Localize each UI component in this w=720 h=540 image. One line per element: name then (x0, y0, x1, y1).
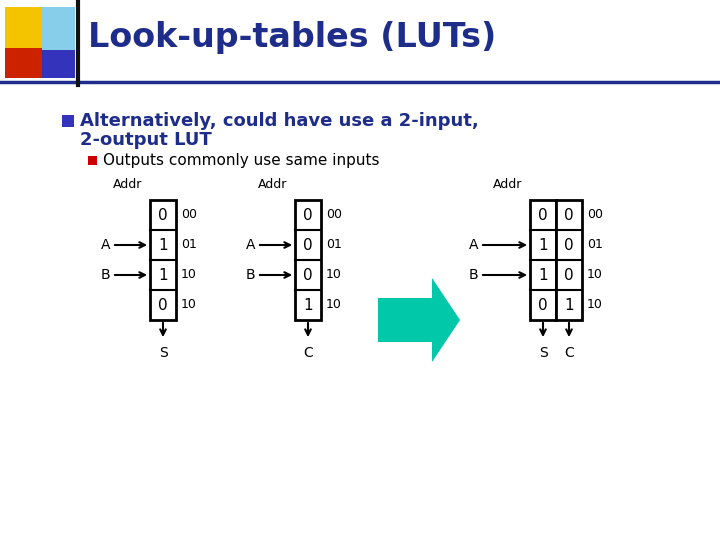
Bar (42, 7, 75, 50)
Text: 0: 0 (564, 267, 574, 282)
Text: Outputs commonly use same inputs: Outputs commonly use same inputs (103, 153, 379, 168)
Text: C: C (564, 346, 574, 360)
Text: 1: 1 (158, 267, 168, 282)
Bar (556, 200, 582, 320)
Text: 01: 01 (181, 239, 197, 252)
Text: Addr: Addr (492, 178, 522, 191)
Bar (5, 48, 48, 78)
Polygon shape (378, 278, 460, 362)
Text: 10: 10 (181, 268, 197, 281)
Text: 1: 1 (538, 267, 548, 282)
Bar (88, 156, 97, 165)
Text: Look-up-tables (LUTs): Look-up-tables (LUTs) (88, 22, 496, 55)
Text: C: C (303, 346, 313, 360)
Text: 10: 10 (326, 299, 342, 312)
Text: A: A (101, 238, 110, 252)
Bar (5, 7, 48, 50)
Text: 01: 01 (326, 239, 342, 252)
Text: Addr: Addr (258, 178, 287, 191)
Text: 10: 10 (587, 268, 603, 281)
Text: 2-output LUT: 2-output LUT (80, 131, 212, 149)
Bar (62, 115, 74, 127)
Text: 1: 1 (538, 238, 548, 253)
Text: 0: 0 (158, 207, 168, 222)
Text: 01: 01 (587, 239, 603, 252)
Text: 0: 0 (303, 238, 312, 253)
Text: B: B (469, 268, 478, 282)
Text: 00: 00 (181, 208, 197, 221)
Text: Alternatively, could have use a 2-input,: Alternatively, could have use a 2-input, (80, 112, 479, 130)
Text: B: B (100, 268, 110, 282)
Bar (295, 200, 321, 320)
Text: 0: 0 (564, 207, 574, 222)
Text: 1: 1 (158, 238, 168, 253)
Text: 0: 0 (538, 298, 548, 313)
Text: B: B (246, 268, 255, 282)
Text: 10: 10 (326, 268, 342, 281)
Bar (42, 48, 75, 78)
Bar (530, 200, 556, 320)
Text: 1: 1 (564, 298, 574, 313)
Bar (150, 200, 176, 320)
Text: 0: 0 (538, 207, 548, 222)
Text: 00: 00 (587, 208, 603, 221)
Text: 10: 10 (587, 299, 603, 312)
Text: 1: 1 (303, 298, 312, 313)
Text: 0: 0 (564, 238, 574, 253)
Text: 0: 0 (303, 207, 312, 222)
Text: S: S (158, 346, 167, 360)
Text: A: A (246, 238, 255, 252)
Text: 00: 00 (326, 208, 342, 221)
Text: 0: 0 (303, 267, 312, 282)
Text: S: S (539, 346, 547, 360)
Text: 10: 10 (181, 299, 197, 312)
Text: A: A (469, 238, 478, 252)
Text: Addr: Addr (112, 178, 142, 191)
Text: 0: 0 (158, 298, 168, 313)
